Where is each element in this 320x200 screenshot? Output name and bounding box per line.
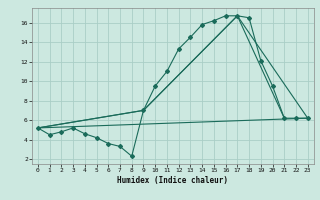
X-axis label: Humidex (Indice chaleur): Humidex (Indice chaleur) <box>117 176 228 185</box>
